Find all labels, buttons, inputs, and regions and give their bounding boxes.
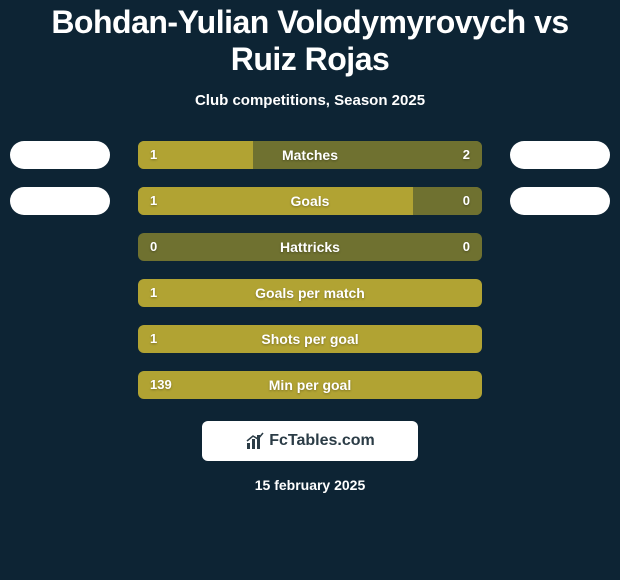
bar-segment-right: 00	[138, 233, 482, 261]
footer-text: FcTables.com	[269, 432, 375, 450]
bar-segment-right: 0	[413, 187, 482, 215]
value-right: 2	[451, 147, 482, 162]
bar-segment-left: 1	[138, 141, 253, 169]
metric-row: 1Shots per goal	[0, 325, 620, 353]
team-badge-left	[10, 141, 110, 169]
value-left: 1	[138, 331, 169, 346]
metric-bar: 12Matches	[138, 141, 482, 169]
bar-segment-right: 2	[253, 141, 482, 169]
value-left: 139	[138, 377, 184, 392]
team-badge-right	[510, 141, 610, 169]
metric-bar: 139Min per goal	[138, 371, 482, 399]
subtitle: Club competitions, Season 2025	[0, 92, 620, 109]
bar-segment-left: 1	[138, 325, 482, 353]
metric-row: 12Matches	[0, 141, 620, 169]
metric-bar: 1Goals per match	[138, 279, 482, 307]
value-left: 1	[138, 147, 169, 162]
bar-segment-left: 1	[138, 187, 413, 215]
bar-segment-left: 1	[138, 279, 482, 307]
value-right: 0	[451, 193, 482, 208]
date-text: 15 february 2025	[0, 477, 620, 493]
value-left: 1	[138, 193, 169, 208]
metric-row: 10Goals	[0, 187, 620, 215]
team-badge-right	[510, 187, 610, 215]
value-left: 1	[138, 285, 169, 300]
metrics-container: 12Matches10Goals00Hattricks1Goals per ma…	[0, 141, 620, 399]
value-right: 0	[451, 239, 482, 254]
metric-bar: 10Goals	[138, 187, 482, 215]
footer-badge[interactable]: FcTables.com	[202, 421, 418, 461]
bar-segment-left: 139	[138, 371, 482, 399]
value-left: 0	[138, 239, 169, 254]
team-badge-left	[10, 187, 110, 215]
metric-row: 1Goals per match	[0, 279, 620, 307]
comparison-card: Bohdan-Yulian Volodymyrovych vs Ruiz Roj…	[0, 0, 620, 580]
metric-bar: 00Hattricks	[138, 233, 482, 261]
metric-row: 139Min per goal	[0, 371, 620, 399]
metric-bar: 1Shots per goal	[138, 325, 482, 353]
metric-row: 00Hattricks	[0, 233, 620, 261]
chart-icon	[245, 431, 265, 451]
page-title: Bohdan-Yulian Volodymyrovych vs Ruiz Roj…	[0, 0, 620, 78]
